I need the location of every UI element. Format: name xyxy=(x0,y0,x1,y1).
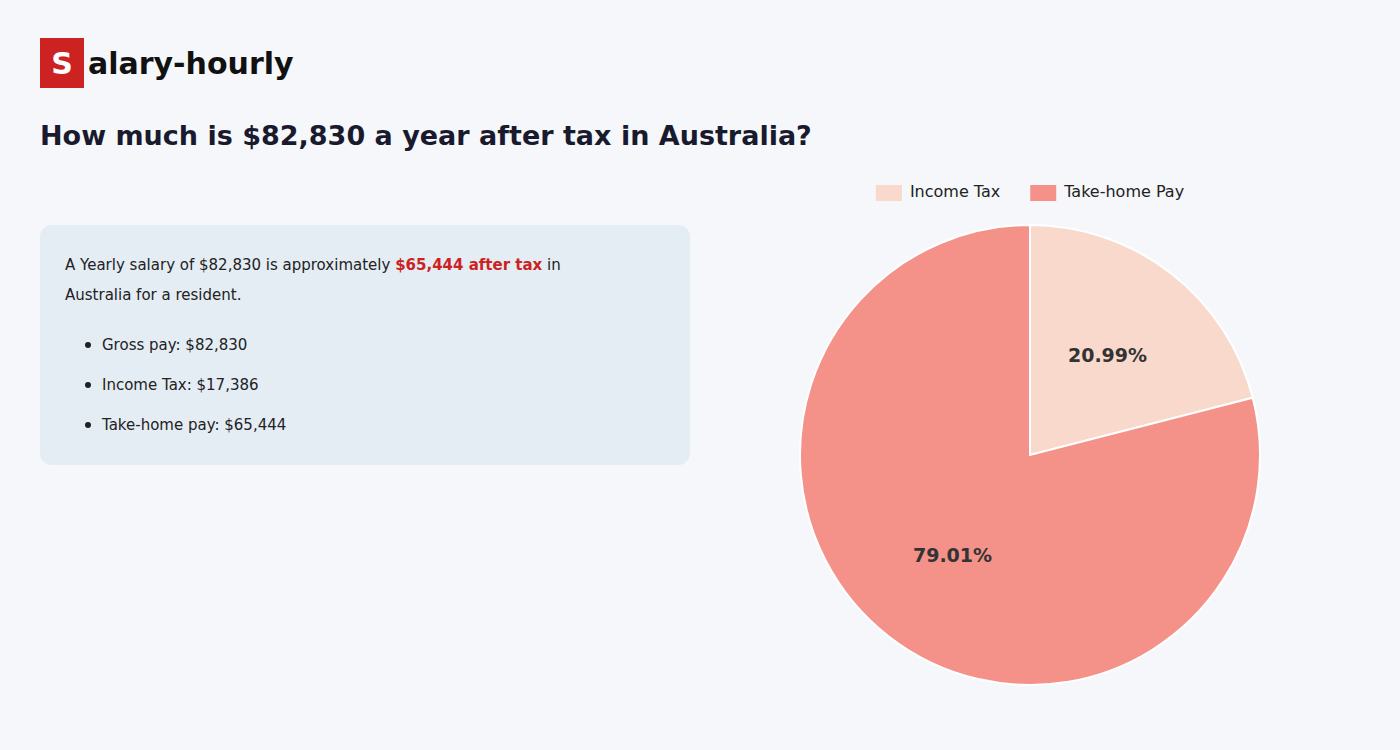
data-label: 20.99% xyxy=(1068,344,1147,366)
description-part: A Yearly salary of $82,830 is approximat… xyxy=(65,256,395,274)
data-label: 79.01% xyxy=(913,544,992,566)
bullet-text: Take-home pay: $65,444 xyxy=(101,416,286,434)
legend: Income Tax Take-home Pay xyxy=(876,182,1184,201)
pie xyxy=(800,225,1260,685)
legend-item: Take-home Pay xyxy=(1030,182,1184,201)
legend-swatch xyxy=(876,185,902,201)
bullet xyxy=(85,342,91,348)
legend-label: Take-home Pay xyxy=(1063,182,1184,201)
bullet-text: Income Tax: $17,386 xyxy=(102,376,259,394)
logo-letter: S xyxy=(51,46,73,81)
bullet xyxy=(85,382,91,388)
chart: Salary-hourly How much is $82,830 a year … xyxy=(0,0,1400,750)
data-labels: 20.99% 79.01% xyxy=(913,344,1147,566)
logo-box xyxy=(40,38,84,88)
bullet-text: Gross pay: $82,830 xyxy=(102,336,247,354)
legend-item: Income Tax xyxy=(876,182,1000,201)
pie-slice xyxy=(800,225,1260,685)
bullet xyxy=(85,422,91,428)
description-line: Australia for a resident. xyxy=(65,286,241,304)
legend-swatch xyxy=(1030,185,1056,201)
description-part: in xyxy=(542,256,560,274)
logo-text: alary-hourly xyxy=(88,46,294,81)
description-part: $65,444 after tax xyxy=(395,256,542,274)
info-box xyxy=(40,225,690,465)
legend-label: Income Tax xyxy=(910,182,1000,201)
title: How much is $82,830 a year after tax in … xyxy=(40,120,812,151)
description-line: A Yearly salary of $82,830 is approximat… xyxy=(65,256,561,274)
